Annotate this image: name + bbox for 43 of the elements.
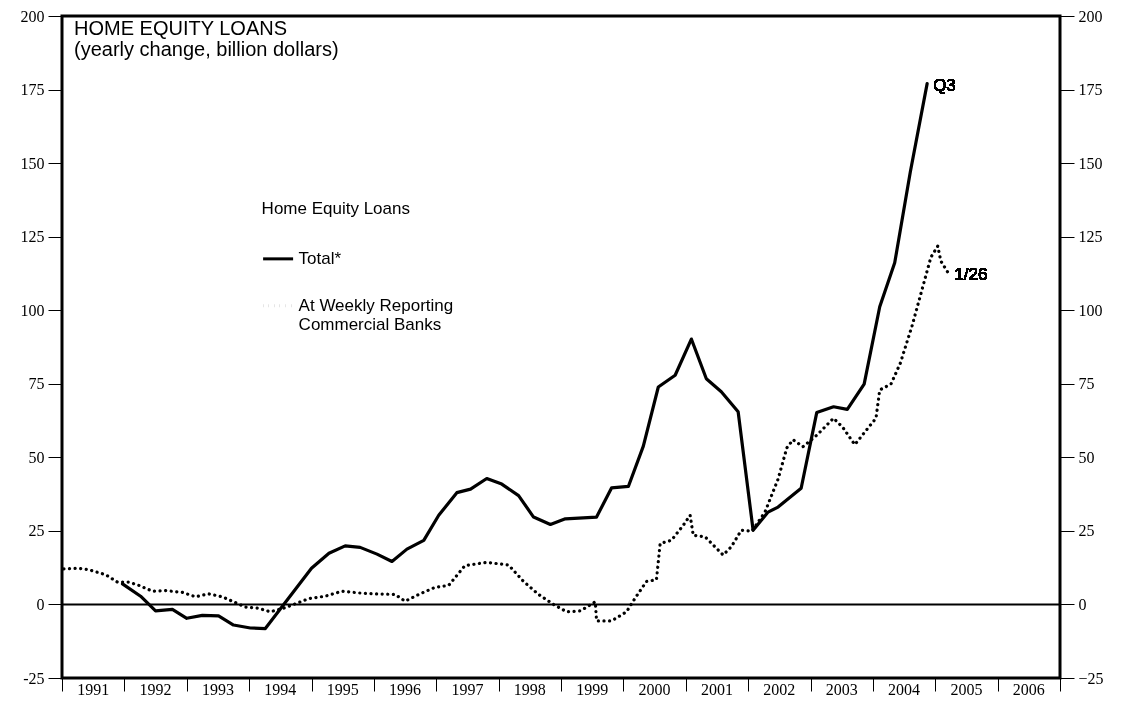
- y2-tick-label: 0: [1078, 595, 1087, 613]
- annotation: Q3: [933, 75, 956, 95]
- legend-label: At Weekly Reporting Commercial Banks: [298, 295, 454, 334]
- x-tick-label: 2004: [888, 681, 921, 698]
- x-tick-label: 2000: [638, 681, 671, 698]
- y-tick-label: 125: [20, 228, 45, 246]
- y-tick-label: 150: [20, 154, 45, 172]
- y-tick-label: 50: [28, 448, 45, 466]
- y2-tick-label: 100: [1078, 301, 1103, 319]
- y-tick-label: 175: [20, 81, 45, 99]
- y2-tick-label: 150: [1078, 154, 1103, 172]
- x-tick-label: 1996: [389, 681, 422, 698]
- x-tick-label: 2005: [950, 681, 983, 698]
- x-tick-label: 2001: [700, 681, 733, 698]
- y-tick-label: 25: [28, 522, 45, 540]
- legend-label: Total*: [298, 248, 342, 268]
- x-tick-label: 1991: [77, 681, 110, 698]
- x-tick-label: 1993: [201, 681, 234, 698]
- legend-title: Home Equity Loans: [261, 199, 410, 219]
- y-tick-label: 100: [20, 301, 45, 319]
- y2-tick-label: 50: [1078, 448, 1095, 466]
- chart-title: HOME EQUITY LOANS: [74, 17, 288, 39]
- x-tick-label: 1997: [451, 681, 484, 698]
- y-tick-label: -25: [23, 669, 45, 687]
- annotation: 1/26: [954, 265, 988, 285]
- y2-tick-label: 25: [1078, 522, 1095, 540]
- text: (yearly change, billion dollars): [74, 38, 339, 60]
- y-tick-label: 0: [36, 595, 45, 613]
- x-tick-label: 1994: [264, 681, 297, 698]
- y-tick-label: 200: [20, 7, 45, 25]
- x-tick-label: 2002: [763, 681, 796, 698]
- y2-tick-label: 75: [1078, 375, 1095, 393]
- x-tick-label: 1992: [139, 681, 172, 698]
- y-tick-label: 75: [28, 375, 45, 393]
- y2-tick-label: −25: [1078, 669, 1104, 687]
- x-tick-label: 1998: [513, 681, 546, 698]
- y2-tick-label: 175: [1078, 81, 1103, 99]
- x-tick-label: 1995: [326, 681, 359, 698]
- y2-tick-label: 125: [1078, 228, 1103, 246]
- x-tick-label: 2003: [825, 681, 858, 698]
- y2-tick-label: 200: [1078, 7, 1103, 25]
- x-tick-label: 1999: [576, 681, 609, 698]
- x-tick-label: 2006: [1012, 681, 1045, 698]
